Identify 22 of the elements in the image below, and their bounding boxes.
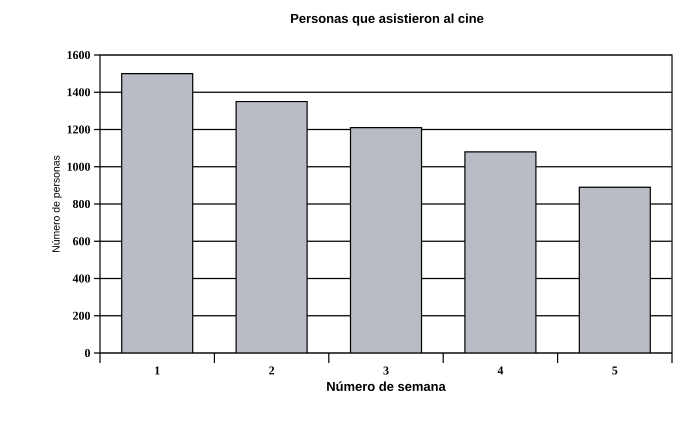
y-tick-label: 1600 [68, 50, 90, 60]
x-tick-label: 2 [269, 366, 274, 374]
y-tick-label: 1400 [68, 88, 90, 96]
y-tick-label: 800 [72, 200, 90, 208]
y-tick-label: 600 [72, 237, 90, 246]
y-tick-label: 1000 [68, 162, 90, 171]
bar [350, 127, 422, 353]
bar [578, 186, 651, 353]
bar [236, 100, 308, 353]
chart-title: Personas que asistieron al cine [291, 14, 484, 26]
y-tick-label: 200 [73, 312, 90, 320]
y-tick-label: 0 [84, 348, 90, 358]
x-tick-label: 5 [612, 366, 618, 374]
y-tick-label: 400 [72, 274, 90, 283]
x-tick-label: 1 [155, 366, 160, 374]
x-tick-label: 3 [383, 366, 389, 375]
y-tick-label: 1200 [68, 125, 90, 134]
bar [464, 151, 537, 353]
x-axis-title: Número de semana [327, 381, 446, 392]
y-axis-title: Número de personas [52, 156, 62, 252]
x-tick-label: 4 [498, 366, 504, 374]
bar [121, 73, 194, 353]
